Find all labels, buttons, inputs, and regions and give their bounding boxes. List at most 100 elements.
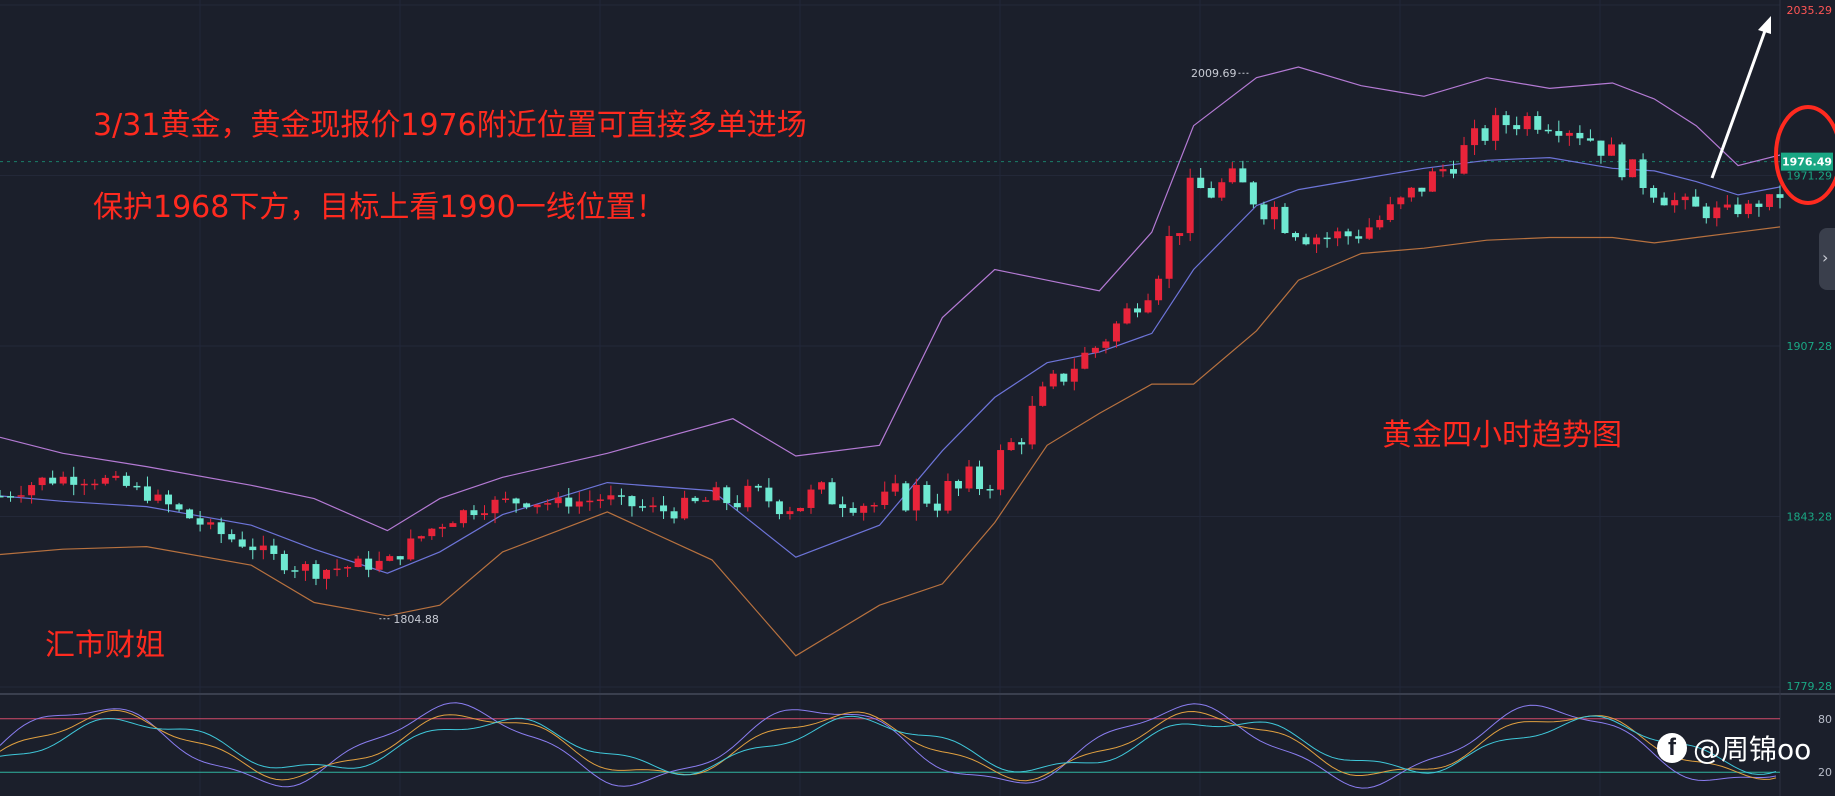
candle-body bbox=[259, 545, 267, 551]
candle-body bbox=[491, 499, 499, 514]
candle-body bbox=[512, 498, 520, 504]
candle-body bbox=[291, 570, 299, 572]
price-tick-label: 1779.28 bbox=[1787, 680, 1833, 693]
candle-body bbox=[1681, 196, 1689, 201]
kdj-level-label: 20 bbox=[1818, 766, 1832, 779]
band-lower bbox=[0, 226, 1781, 657]
candle-body bbox=[1492, 115, 1500, 141]
candle-body bbox=[754, 485, 762, 488]
candle-body bbox=[933, 503, 941, 511]
annotation-entry: 3/31黄金，黄金现报价1976附近位置可直接多单进场 bbox=[93, 108, 807, 143]
price-tick-label: 1907.28 bbox=[1787, 340, 1833, 353]
candle-body bbox=[1692, 196, 1700, 207]
candle-body bbox=[344, 567, 352, 569]
candle-body bbox=[617, 495, 625, 497]
high-marker-label: 2009.69 bbox=[1191, 67, 1237, 80]
candle-body bbox=[786, 511, 794, 515]
candle-body bbox=[1176, 233, 1184, 237]
candle-body bbox=[1281, 206, 1289, 234]
candle-body bbox=[1134, 308, 1142, 313]
candle-body bbox=[1639, 159, 1647, 189]
candlesticks bbox=[0, 107, 1784, 590]
candle-body bbox=[7, 496, 15, 498]
candle-body bbox=[112, 475, 120, 478]
candle-body bbox=[1765, 194, 1773, 207]
candle-body bbox=[649, 505, 657, 508]
band-upper bbox=[0, 66, 1781, 532]
candle-body bbox=[1555, 131, 1563, 136]
kdj-line bbox=[0, 715, 1777, 776]
candle-body bbox=[207, 522, 215, 525]
candle-body bbox=[533, 504, 541, 508]
candle-body bbox=[165, 494, 173, 505]
candle-body bbox=[923, 484, 931, 504]
candle-body bbox=[1618, 144, 1626, 178]
candle-body bbox=[575, 501, 583, 507]
candle-body bbox=[807, 489, 815, 508]
candle-body bbox=[1671, 200, 1679, 206]
candle-body bbox=[839, 504, 847, 509]
candle-body bbox=[954, 480, 962, 489]
candle-body bbox=[1597, 140, 1605, 156]
candle-body bbox=[1344, 231, 1352, 237]
candle-body bbox=[1439, 169, 1447, 172]
candle-body bbox=[323, 569, 331, 579]
candle-body bbox=[1407, 187, 1415, 198]
last-price-badge bbox=[1781, 152, 1833, 171]
candle-body bbox=[1060, 373, 1068, 382]
candle-body bbox=[1165, 236, 1173, 279]
candle-body bbox=[1302, 237, 1310, 245]
price-tick-label: 2035.29 bbox=[1787, 4, 1833, 17]
candle-body bbox=[1049, 373, 1057, 387]
candle-body bbox=[1144, 300, 1152, 313]
panel-expand-button[interactable]: › bbox=[1819, 228, 1835, 290]
candle-body bbox=[1650, 188, 1658, 198]
candle-body bbox=[796, 507, 804, 512]
candle-body bbox=[480, 513, 488, 516]
annotation-target: 保护1968下方，目标上看1990一线位置！ bbox=[93, 190, 666, 225]
candle-body bbox=[1239, 168, 1247, 183]
kdj-line bbox=[0, 709, 1777, 782]
highlight-circle bbox=[1774, 105, 1835, 205]
candle-body bbox=[1112, 323, 1120, 342]
candle-body bbox=[17, 495, 25, 497]
candle-body bbox=[870, 504, 878, 507]
candle-body bbox=[70, 476, 78, 485]
candle-body bbox=[660, 505, 668, 512]
candle-body bbox=[1334, 231, 1342, 239]
candle-body bbox=[681, 497, 689, 519]
price-tick-label: 1843.28 bbox=[1787, 511, 1833, 524]
candle-body bbox=[565, 497, 573, 507]
candle-body bbox=[1249, 182, 1257, 205]
candle-body bbox=[175, 504, 183, 510]
candle-body bbox=[638, 506, 646, 508]
candle-body bbox=[386, 556, 394, 561]
candle-body bbox=[1207, 188, 1215, 198]
candle-body bbox=[91, 483, 99, 486]
candle-body bbox=[986, 489, 994, 491]
candle-body bbox=[1365, 227, 1373, 239]
candle-body bbox=[712, 487, 720, 501]
candle-body bbox=[270, 545, 278, 554]
candle-body bbox=[428, 528, 436, 537]
candle-body bbox=[459, 510, 467, 524]
candle-body bbox=[417, 536, 425, 539]
candle-body bbox=[765, 487, 773, 502]
candle-body bbox=[1102, 341, 1110, 348]
candle-body bbox=[143, 486, 151, 501]
facebook-icon: f bbox=[1657, 733, 1687, 763]
author-label: 汇市财姐 bbox=[45, 628, 165, 663]
candle-body bbox=[49, 477, 57, 484]
candle-body bbox=[280, 553, 288, 571]
kdj-level-label: 80 bbox=[1818, 713, 1832, 726]
candle-body bbox=[133, 485, 141, 488]
candle-body bbox=[1523, 116, 1531, 130]
candle-body bbox=[101, 477, 109, 484]
candle-body bbox=[1513, 125, 1521, 130]
candle-body bbox=[1323, 237, 1331, 240]
price-tick-label: 1971.29 bbox=[1787, 169, 1833, 182]
candle-body bbox=[1481, 128, 1489, 141]
candle-body bbox=[744, 485, 752, 508]
candle-body bbox=[1123, 308, 1131, 324]
